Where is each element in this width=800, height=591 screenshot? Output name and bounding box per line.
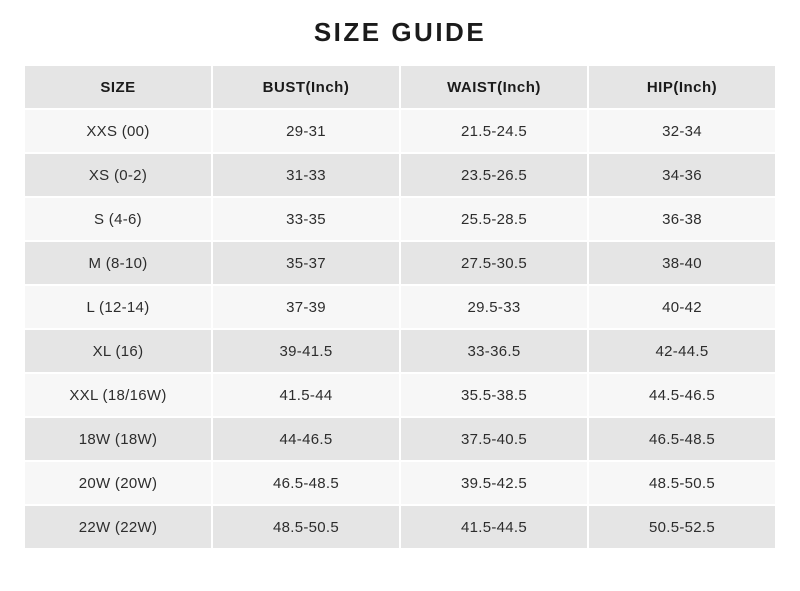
table-row: 22W (22W) 48.5-50.5 41.5-44.5 50.5-52.5 bbox=[25, 506, 775, 548]
size-cell: 20W (20W) bbox=[25, 462, 211, 504]
measurement-cell: 32-34 bbox=[589, 110, 775, 152]
table-row: XXL (18/16W) 41.5-44 35.5-38.5 44.5-46.5 bbox=[25, 374, 775, 416]
column-header: SIZE bbox=[25, 66, 211, 108]
measurement-cell: 44-46.5 bbox=[213, 418, 399, 460]
measurement-cell: 37.5-40.5 bbox=[401, 418, 587, 460]
size-cell: XXS (00) bbox=[25, 110, 211, 152]
table-row: 18W (18W) 44-46.5 37.5-40.5 46.5-48.5 bbox=[25, 418, 775, 460]
measurement-cell: 44.5-46.5 bbox=[589, 374, 775, 416]
measurement-cell: 46.5-48.5 bbox=[589, 418, 775, 460]
table-row: L (12-14) 37-39 29.5-33 40-42 bbox=[25, 286, 775, 328]
table-header: SIZE BUST(Inch) WAIST(Inch) HIP(Inch) bbox=[25, 66, 775, 108]
table-body: XXS (00) 29-31 21.5-24.5 32-34 XS (0-2) 31-33… bbox=[25, 110, 775, 548]
measurement-cell: 33-36.5 bbox=[401, 330, 587, 372]
size-guide-table: SIZE BUST(Inch) WAIST(Inch) HIP(Inch) XXS (… bbox=[23, 64, 777, 550]
size-cell: M (8-10) bbox=[25, 242, 211, 284]
measurement-cell: 42-44.5 bbox=[589, 330, 775, 372]
table-row: S (4-6) 33-35 25.5-28.5 36-38 bbox=[25, 198, 775, 240]
measurement-cell: 48.5-50.5 bbox=[213, 506, 399, 548]
measurement-cell: 35-37 bbox=[213, 242, 399, 284]
measurement-cell: 33-35 bbox=[213, 198, 399, 240]
table-row: M (8-10) 35-37 27.5-30.5 38-40 bbox=[25, 242, 775, 284]
column-header: HIP(Inch) bbox=[589, 66, 775, 108]
measurement-cell: 29.5-33 bbox=[401, 286, 587, 328]
measurement-cell: 34-36 bbox=[589, 154, 775, 196]
measurement-cell: 37-39 bbox=[213, 286, 399, 328]
size-cell: XL (16) bbox=[25, 330, 211, 372]
measurement-cell: 40-42 bbox=[589, 286, 775, 328]
measurement-cell: 39.5-42.5 bbox=[401, 462, 587, 504]
measurement-cell: 48.5-50.5 bbox=[589, 462, 775, 504]
table-row: XS (0-2) 31-33 23.5-26.5 34-36 bbox=[25, 154, 775, 196]
table-row: XL (16) 39-41.5 33-36.5 42-44.5 bbox=[25, 330, 775, 372]
size-cell: S (4-6) bbox=[25, 198, 211, 240]
size-cell: XS (0-2) bbox=[25, 154, 211, 196]
measurement-cell: 39-41.5 bbox=[213, 330, 399, 372]
measurement-cell: 38-40 bbox=[589, 242, 775, 284]
measurement-cell: 36-38 bbox=[589, 198, 775, 240]
measurement-cell: 21.5-24.5 bbox=[401, 110, 587, 152]
measurement-cell: 29-31 bbox=[213, 110, 399, 152]
header-row: SIZE BUST(Inch) WAIST(Inch) HIP(Inch) bbox=[25, 66, 775, 108]
column-header: BUST(Inch) bbox=[213, 66, 399, 108]
measurement-cell: 50.5-52.5 bbox=[589, 506, 775, 548]
measurement-cell: 46.5-48.5 bbox=[213, 462, 399, 504]
measurement-cell: 25.5-28.5 bbox=[401, 198, 587, 240]
table-row: XXS (00) 29-31 21.5-24.5 32-34 bbox=[25, 110, 775, 152]
page-title: SIZE GUIDE bbox=[313, 17, 487, 47]
measurement-cell: 41.5-44.5 bbox=[401, 506, 587, 548]
table-row: 20W (20W) 46.5-48.5 39.5-42.5 48.5-50.5 bbox=[25, 462, 775, 504]
measurement-cell: 31-33 bbox=[213, 154, 399, 196]
measurement-cell: 23.5-26.5 bbox=[401, 154, 587, 196]
measurement-cell: 27.5-30.5 bbox=[401, 242, 587, 284]
measurement-cell: 35.5-38.5 bbox=[401, 374, 587, 416]
size-cell: 18W (18W) bbox=[25, 418, 211, 460]
size-cell: XXL (18/16W) bbox=[25, 374, 211, 416]
size-cell: L (12-14) bbox=[25, 286, 211, 328]
measurement-cell: 41.5-44 bbox=[213, 374, 399, 416]
column-header: WAIST(Inch) bbox=[401, 66, 587, 108]
size-cell: 22W (22W) bbox=[25, 506, 211, 548]
